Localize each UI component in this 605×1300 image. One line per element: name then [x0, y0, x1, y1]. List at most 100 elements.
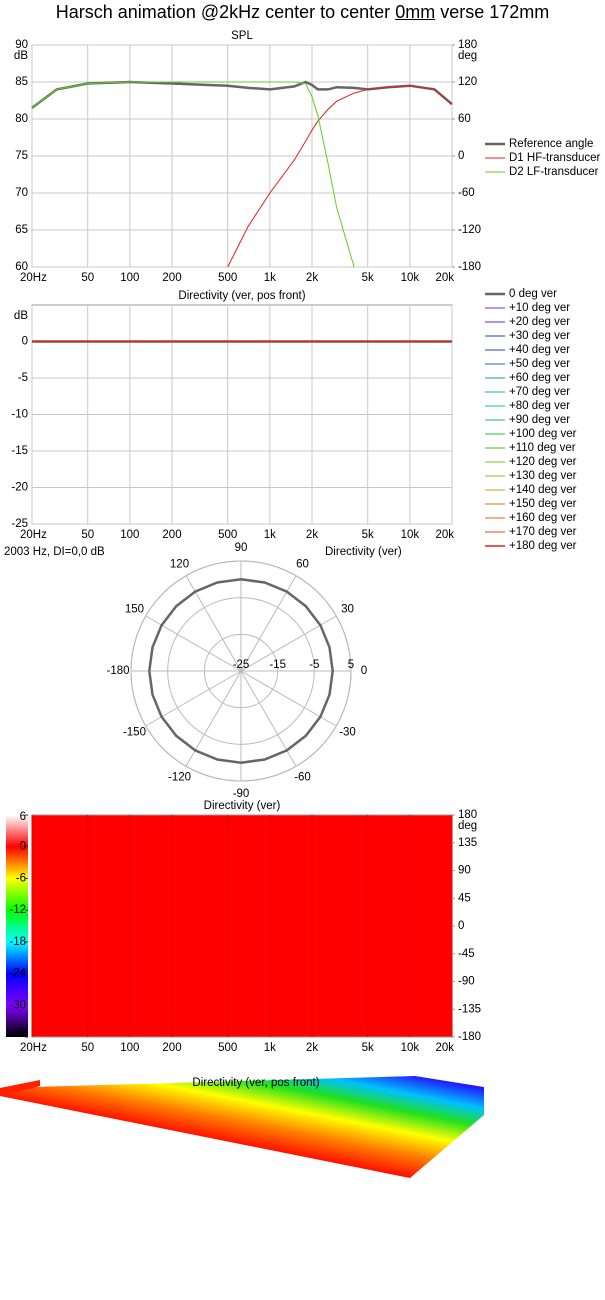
x-tick-label: 10k: [401, 529, 420, 541]
title-part: verse 172mm: [435, 2, 550, 22]
legend-label: D1 HF-transducer: [509, 152, 601, 164]
r-tick-label: -25: [233, 659, 250, 671]
y2-tick-label: 60: [458, 113, 471, 125]
legend-label: +100 deg ver: [509, 428, 577, 440]
colorbar-tick-label: -18: [9, 936, 26, 948]
theta-tick-label: -90: [233, 788, 250, 800]
x-tick-label: 20k: [435, 1042, 454, 1054]
legend-label: +40 deg ver: [509, 344, 570, 356]
x-tick-label: 200: [162, 272, 181, 284]
legend-label: +180 deg ver: [509, 540, 577, 552]
title-part: Harsch animation @2kHz center to center: [55, 2, 396, 22]
x-tick-label: 20Hz: [20, 1042, 47, 1054]
x-tick-label: 50: [81, 529, 94, 541]
y-tick-label: -5: [18, 372, 28, 384]
y-tick-label: 75: [15, 150, 28, 162]
y-tick-label: 70: [15, 187, 28, 199]
x-tick-label: 500: [218, 529, 237, 541]
y2-tick-label: 180: [458, 809, 477, 821]
y-tick-label: -10: [11, 409, 28, 421]
y2-tick-label: 45: [458, 892, 471, 904]
y-tick-label: 90: [15, 39, 28, 51]
legend-label: +110 deg ver: [509, 442, 576, 454]
theta-tick-label: -60: [294, 772, 311, 784]
r-tick-label: -15: [269, 659, 286, 671]
legend-label: +160 deg ver: [509, 512, 577, 524]
x-tick-label: 10k: [401, 1042, 420, 1054]
y2-tick-label: 180: [458, 39, 477, 51]
waterfall-edge: [0, 1080, 40, 1096]
x-tick-label: 1k: [264, 1042, 276, 1054]
x-tick-label: 20k: [435, 272, 454, 284]
y2-tick-label: -90: [458, 976, 475, 988]
x-tick-label: 500: [218, 272, 237, 284]
y2-tick-label: -135: [458, 1003, 481, 1015]
chart-title: SPL: [231, 30, 253, 42]
theta-tick-label: -180: [106, 665, 129, 677]
x-tick-label: 100: [120, 1042, 139, 1054]
y-tick-label: 0: [22, 336, 28, 348]
title-underlined: 0mm: [395, 2, 436, 22]
y2-tick-label: -60: [458, 187, 475, 199]
theta-tick-label: -120: [168, 772, 191, 784]
theta-tick-label: 120: [170, 559, 189, 571]
x-tick-label: 2k: [306, 529, 318, 541]
y-tick-label: 85: [15, 76, 28, 88]
x-tick-label: 1k: [264, 272, 276, 284]
x-tick-label: 50: [81, 272, 94, 284]
legend-label: +20 deg ver: [509, 316, 570, 328]
y-tick-label: -15: [11, 445, 28, 457]
x-tick-label: 10k: [401, 272, 420, 284]
x-tick-label: 200: [162, 529, 181, 541]
theta-tick-label: 30: [341, 604, 354, 616]
waterfall-surface: [0, 1076, 484, 1178]
x-tick-label: 2k: [306, 272, 318, 284]
y2-tick-label: -180: [458, 1031, 481, 1043]
legend-label: +10 deg ver: [509, 302, 570, 314]
y-tick-label: 65: [15, 224, 28, 236]
legend-label: D2 LF-transducer: [509, 166, 599, 178]
colorbar: [6, 815, 28, 1037]
y-tick-label: -25: [11, 518, 28, 530]
series-line: [227, 85, 453, 268]
legend-label: +50 deg ver: [509, 358, 570, 370]
colorbar-tick-label: -24: [9, 968, 26, 980]
x-tick-label: 20Hz: [20, 529, 47, 541]
x-tick-label: 20k: [435, 529, 454, 541]
legend-label: +60 deg ver: [509, 372, 570, 384]
y2-tick-label: 90: [458, 865, 471, 877]
series-line: [31, 81, 355, 268]
legend-label: 0 deg ver: [509, 288, 557, 300]
y2-tick-label: -120: [458, 224, 481, 236]
x-tick-label: 500: [218, 1042, 237, 1054]
colorbar-tick-label: -36: [9, 1027, 26, 1039]
chart-title: Directivity (ver, pos front): [192, 1077, 319, 1089]
x-tick-label: 100: [120, 272, 139, 284]
y2-tick-label: 0: [458, 150, 464, 162]
legend-label: +140 deg ver: [509, 484, 577, 496]
theta-tick-label: 60: [296, 559, 309, 571]
theta-tick-label: 0: [361, 665, 367, 677]
colorbar-tick-label: -12: [9, 904, 26, 916]
x-tick-label: 2k: [306, 1042, 318, 1054]
r-tick-label: 5: [348, 659, 354, 671]
chart-title: Directivity (ver): [204, 800, 281, 812]
x-tick-label: 100: [120, 529, 139, 541]
polar-line: [148, 578, 334, 764]
y2-unit: deg: [458, 50, 477, 62]
y-tick-label: 60: [15, 261, 28, 273]
legend-label: +120 deg ver: [509, 456, 577, 468]
y2-tick-label: 0: [458, 920, 464, 932]
x-tick-label: 1k: [264, 529, 276, 541]
x-tick-label: 5k: [362, 1042, 374, 1054]
legend-label: +90 deg ver: [509, 414, 570, 426]
legend-label: +170 deg ver: [509, 526, 577, 538]
legend-label: +70 deg ver: [509, 386, 570, 398]
theta-tick-label: -30: [339, 727, 356, 739]
y2-tick-label: -180: [458, 261, 481, 273]
polar-subtitle: 2003 Hz, DI=0,0 dB: [4, 546, 105, 558]
x-tick-label: 200: [162, 1042, 181, 1054]
colorbar-tick-label: -6: [16, 872, 26, 884]
